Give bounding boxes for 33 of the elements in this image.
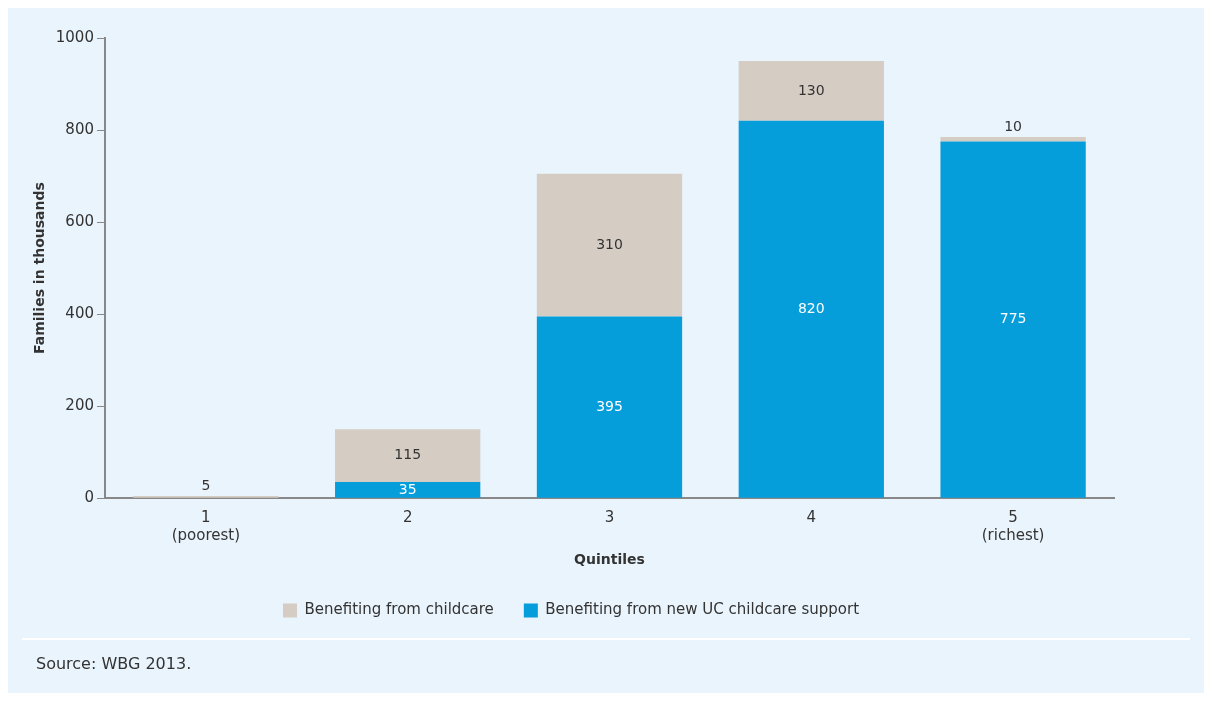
bar — [738, 120, 884, 498]
data-label: 395 — [596, 397, 623, 414]
y-tick-label: 800 — [65, 119, 94, 138]
data-label: 775 — [999, 310, 1027, 327]
y-axis-title: Families in thousands — [31, 182, 48, 355]
legend-label: Benefiting from childcare — [304, 600, 494, 619]
data-label: 115 — [394, 446, 422, 463]
x-axis-title: Quintiles — [574, 551, 645, 568]
y-tick-label: 400 — [65, 304, 94, 323]
data-label: 35 — [398, 480, 417, 497]
x-tick-label: 5 (richest) — [981, 508, 1045, 545]
data-label: 130 — [797, 81, 825, 98]
x-tick-label: 4 — [806, 508, 817, 527]
data-label: 10 — [1004, 117, 1023, 134]
source-note: Source: WBG 2013. — [36, 654, 193, 673]
bar — [536, 316, 683, 498]
y-tick-label: 600 — [65, 211, 94, 230]
x-tick-label: 2 — [402, 508, 413, 527]
data-label: 310 — [596, 235, 623, 252]
x-tick-label: 3 — [604, 508, 615, 527]
bar — [536, 173, 683, 317]
data-label: 5 — [201, 476, 211, 493]
x-tick-label: 1 (poorest) — [171, 508, 241, 545]
bar — [940, 136, 1086, 142]
bar — [335, 482, 481, 498]
legend-label: Benefiting from new UC childcare support — [545, 600, 860, 619]
y-tick-label: 1000 — [55, 27, 94, 46]
bar — [738, 61, 884, 121]
data-label: 820 — [797, 299, 825, 316]
y-tick-label: 0 — [84, 488, 94, 507]
bar — [940, 141, 1086, 498]
bar — [335, 429, 481, 483]
y-tick-label: 200 — [65, 396, 94, 415]
